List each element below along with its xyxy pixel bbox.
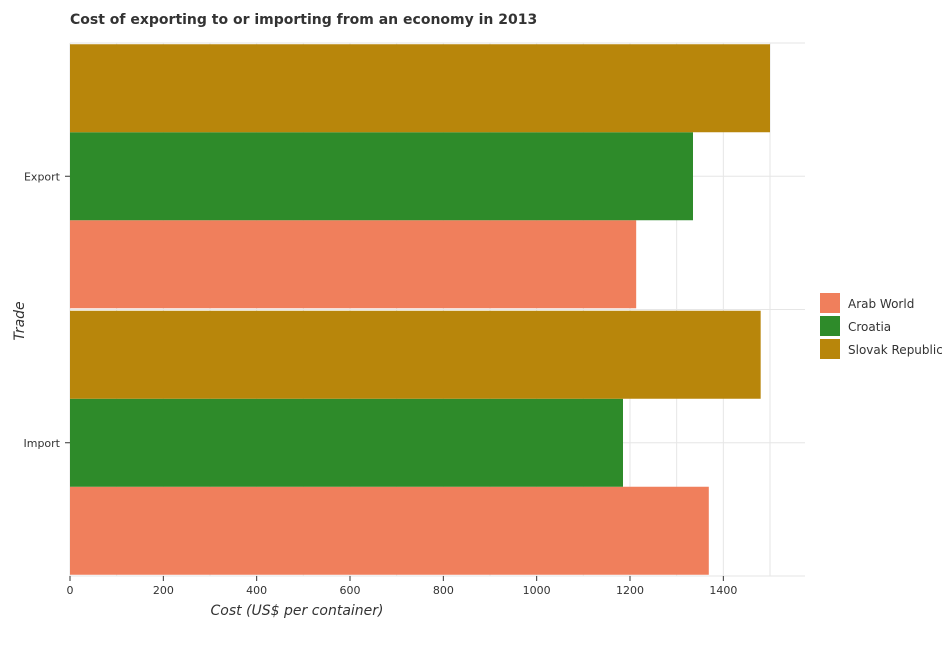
y-tick-label: Export bbox=[24, 170, 61, 183]
bar-slovak-republic-import bbox=[70, 310, 761, 399]
x-axis-label: Cost (US$ per container) bbox=[210, 603, 383, 619]
legend-label: Arab World bbox=[848, 297, 914, 311]
x-tick-label: 0 bbox=[67, 584, 74, 597]
legend: Arab World Croatia Slovak Republic bbox=[820, 293, 942, 359]
bar-croatia-import bbox=[70, 398, 623, 487]
legend-label: Slovak Republic bbox=[848, 343, 942, 357]
bars-group bbox=[70, 44, 770, 575]
legend-label: Croatia bbox=[848, 320, 891, 334]
x-tick-label: 800 bbox=[433, 584, 454, 597]
legend-swatch bbox=[820, 339, 840, 359]
legend-swatch bbox=[820, 316, 840, 336]
x-tick-label: 1400 bbox=[709, 584, 737, 597]
bar-arab-world-export bbox=[70, 220, 637, 309]
y-axis-label: Trade bbox=[12, 301, 28, 340]
x-tick-label: 1000 bbox=[523, 584, 551, 597]
chart-title: Cost of exporting to or importing from a… bbox=[70, 12, 537, 28]
x-tick-label: 1200 bbox=[616, 584, 644, 597]
bar-croatia-export bbox=[70, 132, 693, 221]
y-tick-label: Import bbox=[23, 437, 60, 450]
x-tick-label: 400 bbox=[246, 584, 267, 597]
x-tick-label: 200 bbox=[153, 584, 174, 597]
axes-group: Export Import 0 200 400 600 800 1000 1200 1400 bbox=[23, 170, 737, 597]
bar-slovak-republic-export bbox=[70, 44, 770, 133]
bar-arab-world-import bbox=[70, 486, 709, 575]
legend-swatch bbox=[820, 293, 840, 313]
x-tick-label: 600 bbox=[340, 584, 361, 597]
